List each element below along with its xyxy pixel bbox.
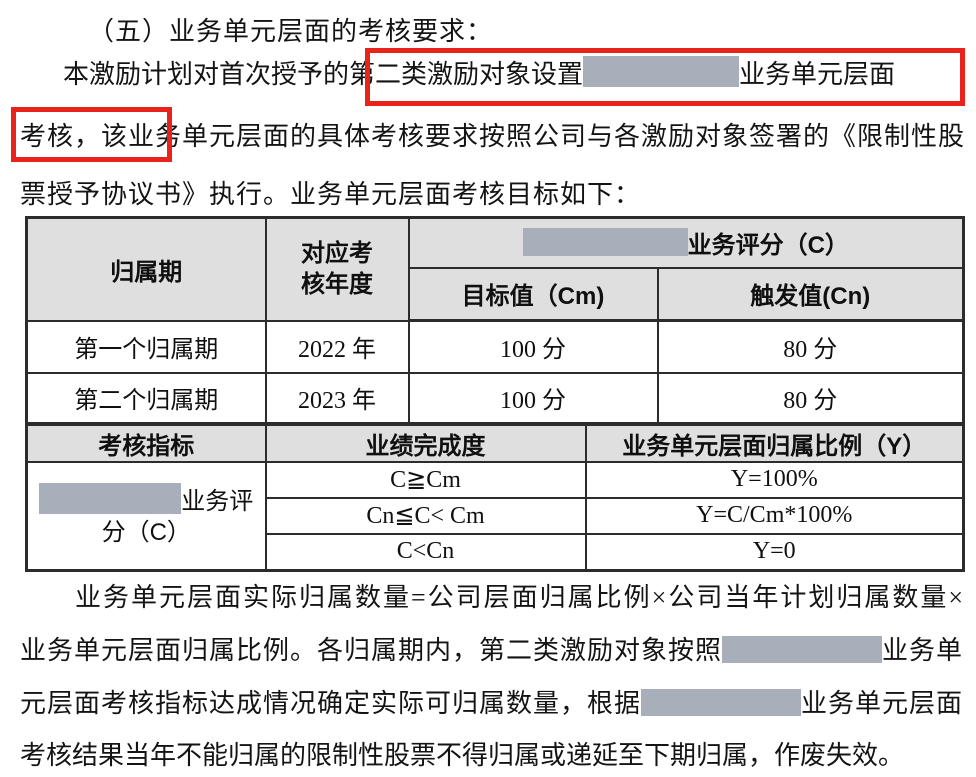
table-section2-header-row: 考核指标 业绩完成度 业务单元层面归属比例（Y） [25,421,965,463]
cell-target-2: 100 分 [407,371,659,425]
paragraph2-line4: 考核结果当年不能归属的限制性股票不得归属或递延至下期归属，作废失效。 [20,741,905,770]
redaction-box [522,228,688,257]
paragraph1-line3: 票授予协议书》执行。业务单元层面考核目标如下： [20,180,642,209]
table-row: 业务评 分（C） C≧Cm Y=100% [25,460,965,572]
cell-indicator-line2: 分（C） [101,519,191,547]
cell-ratio-1: Y=100% [584,460,965,499]
cell-period-1: 第一个归属期 [25,319,267,374]
header-trigger: 触发值(Cn) [656,266,965,322]
cell-year-2: 2023 年 [264,371,410,425]
redaction-box [583,56,740,87]
table-row: 第二个归属期 2023 年 100 分 80 分 [25,371,965,425]
paragraph1-line2: 考核，该业务单元层面的具体考核要求按照公司与各激励对象签署的《限制性股 [20,117,965,157]
paragraph2-line2-text1: 业务单元层面归属比例。各归属期内，第二类激励对象按照 [20,636,723,665]
header-year-line1: 对应考 [301,240,373,268]
paragraph1-line1: 本激励计划对首次授予的第二类激励对象设置 业务单元层面 [63,55,895,95]
paragraph1-line2-text2: 该业务单元层面的具体考核要求按照公司与各激励对象签署的《限制性股 [101,122,966,151]
header-year: 对应考 核年度 [264,216,410,322]
table-header-row-1: 归属期 对应考 核年度 业务评分（C） [25,216,965,322]
paragraph1-line1-text3: 业务单元层面 [739,60,896,89]
cell-year-1: 2022 年 [264,319,410,374]
header-year-line2: 核年度 [301,271,373,299]
cell-completion-2: Cn≦C< Cm [264,496,587,535]
cell-indicator-line1: 业务评 [181,488,254,516]
paragraph2-line1: 业务单元层面实际归属数量=公司层面归属比例×公司当年计划归属数量× [75,583,965,612]
paragraph2-line2-text2: 业务单 [882,636,964,665]
table-row: 第一个归属期 2022 年 100 分 80 分 [25,319,965,374]
paragraph2-line2: 业务单元层面归属比例。各归属期内，第二类激励对象按照 业务单 [20,631,963,671]
header-score-label: 业务评分（C） [687,232,849,260]
table-header-row-2: 目标值（Cm) 触发值(Cn) [27,266,965,322]
cell-indicator: 业务评 分（C） [25,460,267,572]
cell-completion-1: C≧Cm [264,460,587,499]
redaction-box [722,636,883,663]
redaction-box [641,689,802,716]
paragraph2-line3: 元层面考核指标达成情况确定实际可归属数量，根据 业务单元层面 [20,684,963,724]
cell-period-2: 第二个归属期 [25,371,267,425]
paragraph1-line1-text2: 第二类激励对象设置 [349,60,584,89]
cell-ratio-2: Y=C/Cm*100% [584,496,965,535]
header-score: 业务评分（C） [407,216,965,269]
header-target: 目标值（Cm) [407,266,659,322]
red-highlight-box-main [365,48,965,106]
section-heading: （五）业务单元层面的考核要求： [88,17,494,46]
red-highlight-box-kaohe [11,107,172,162]
table-row: Cn≦C< Cm Y=C/Cm*100% [27,496,965,535]
cell-trigger-1: 80 分 [656,319,965,374]
header-indicator: 考核指标 [25,421,267,463]
cell-completion-3: C<Cn [264,532,587,572]
redaction-box [39,483,182,515]
header-period: 归属期 [25,216,267,322]
assessment-table: 归属期 对应考 核年度 业务评分（C） 目标值（Cm) 触发值(Cn) 第一个归… [25,216,966,572]
paragraph1-line2-text1: 考核， [20,122,102,151]
header-ratio: 业务单元层面归属比例（Y） [584,421,965,463]
paragraph2-line3-text1: 元层面考核指标达成情况确定实际可归属数量，根据 [20,689,642,718]
cell-ratio-3: Y=0 [584,532,965,572]
table-row: C<Cn Y=0 [27,532,965,572]
cell-trigger-2: 80 分 [656,371,965,425]
cell-target-1: 100 分 [407,319,659,374]
header-completion: 业绩完成度 [264,421,587,463]
paragraph1-line1-text1: 本激励计划对首次授予的 [63,60,350,89]
paragraph2-line3-text2: 业务单元层面 [801,689,964,718]
